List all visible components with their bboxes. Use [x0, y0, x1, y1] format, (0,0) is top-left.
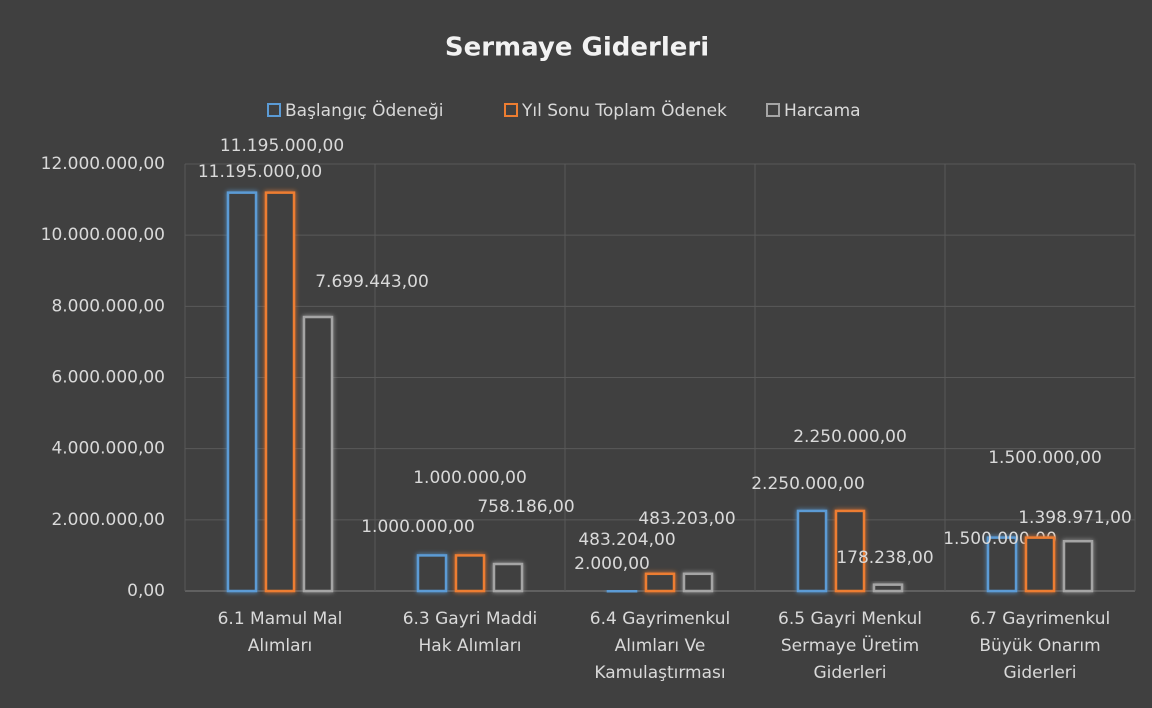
- data-label: 483.204,00: [578, 530, 675, 550]
- chart-title: Sermaye Giderleri: [445, 33, 709, 63]
- bar: [834, 509, 866, 593]
- bar: [302, 315, 334, 593]
- legend-label: Harcama: [784, 101, 861, 121]
- x-tick-label: 6.4 Gayrimenkul Alımları Ve Kamulaştırma…: [589, 609, 731, 683]
- data-label: 178.238,00: [836, 548, 933, 568]
- legend-label: Yıl Sonu Toplam Ödenek: [521, 99, 727, 121]
- bar: [492, 562, 524, 593]
- data-label: 11.195.000,00: [220, 136, 344, 156]
- bar: [606, 589, 638, 594]
- data-label: 483.203,00: [638, 509, 735, 529]
- x-tick-label: 6.5 Gayri Menkul Sermaye Üretim Giderler…: [778, 609, 922, 683]
- data-label: 1.000.000,00: [413, 468, 527, 488]
- data-label: 7.699.443,00: [315, 272, 429, 292]
- y-tick-label: 4.000.000,00: [51, 439, 165, 459]
- bar: [416, 554, 448, 593]
- legend-swatch: [504, 103, 518, 117]
- data-label: 758.186,00: [477, 497, 574, 517]
- data-label: 2.000,00: [574, 554, 650, 574]
- bar: [872, 583, 904, 593]
- data-label: 1.000.000,00: [361, 517, 475, 537]
- y-tick-label: 12.000.000,00: [41, 154, 165, 174]
- y-tick-label: 10.000.000,00: [41, 225, 165, 245]
- bar: [682, 572, 714, 593]
- legend-swatch: [766, 103, 780, 117]
- bar: [1024, 536, 1056, 593]
- x-tick-label: 6.1 Mamul Mal Alımları: [217, 609, 343, 656]
- x-tick-label: 6.3 Gayri Maddi Hak Alımları: [402, 609, 538, 656]
- bar: [226, 191, 258, 593]
- bar: [986, 536, 1018, 593]
- data-label: 11.195.000,00: [198, 162, 322, 182]
- y-tick-label: 6.000.000,00: [51, 368, 165, 388]
- bar: [264, 191, 296, 593]
- legend-swatch: [267, 103, 281, 117]
- y-tick-label: 8.000.000,00: [51, 296, 165, 316]
- data-label: 1.500.000,00: [988, 448, 1102, 468]
- bar: [796, 509, 828, 593]
- y-tick-label: 2.000.000,00: [51, 510, 165, 530]
- data-label: 2.250.000,00: [793, 427, 907, 447]
- y-tick-label: 0,00: [127, 581, 165, 601]
- legend-label: Başlangıç Ödeneği: [285, 99, 444, 121]
- data-label: 1.398.971,00: [1018, 508, 1132, 528]
- bar: [644, 572, 676, 593]
- data-label: 2.250.000,00: [751, 474, 865, 494]
- bar: [1062, 539, 1094, 593]
- bar: [454, 554, 486, 593]
- x-tick-label: 6.7 Gayrimenkul Büyük Onarım Giderleri: [969, 609, 1111, 683]
